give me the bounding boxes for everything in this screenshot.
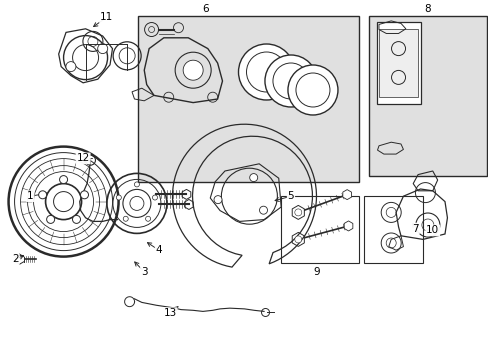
Circle shape (98, 44, 107, 54)
Text: 11: 11 (100, 12, 113, 22)
Circle shape (214, 195, 222, 204)
Polygon shape (342, 190, 351, 199)
Text: 3: 3 (141, 267, 147, 277)
Circle shape (81, 191, 88, 199)
Text: 4: 4 (155, 245, 162, 255)
Circle shape (66, 62, 76, 72)
Text: 13: 13 (163, 308, 177, 318)
Text: 9: 9 (312, 267, 319, 277)
Text: 7: 7 (411, 224, 418, 234)
Circle shape (46, 215, 55, 224)
Circle shape (259, 206, 267, 214)
Polygon shape (378, 29, 417, 97)
Bar (368, 16, 486, 176)
Circle shape (123, 216, 128, 221)
Text: 6: 6 (202, 4, 208, 14)
Polygon shape (344, 221, 352, 231)
Bar (364, 196, 422, 263)
Circle shape (238, 44, 294, 100)
Circle shape (145, 216, 150, 221)
Text: 2: 2 (12, 254, 19, 264)
Circle shape (294, 209, 301, 216)
Circle shape (183, 60, 203, 80)
Text: 1: 1 (27, 191, 34, 201)
Circle shape (60, 176, 67, 184)
Circle shape (294, 236, 301, 243)
Text: 5: 5 (287, 191, 294, 201)
Bar (281, 196, 359, 263)
Circle shape (116, 195, 121, 200)
Circle shape (249, 174, 257, 181)
Polygon shape (376, 22, 420, 104)
Circle shape (72, 215, 81, 224)
Circle shape (287, 65, 337, 115)
Circle shape (175, 52, 211, 88)
Text: 10: 10 (426, 225, 438, 235)
Circle shape (134, 182, 139, 187)
Circle shape (39, 191, 46, 199)
Circle shape (152, 195, 157, 200)
Text: 8: 8 (424, 4, 430, 14)
Bar (138, 16, 359, 182)
Circle shape (264, 55, 316, 107)
Text: 12: 12 (76, 153, 90, 163)
